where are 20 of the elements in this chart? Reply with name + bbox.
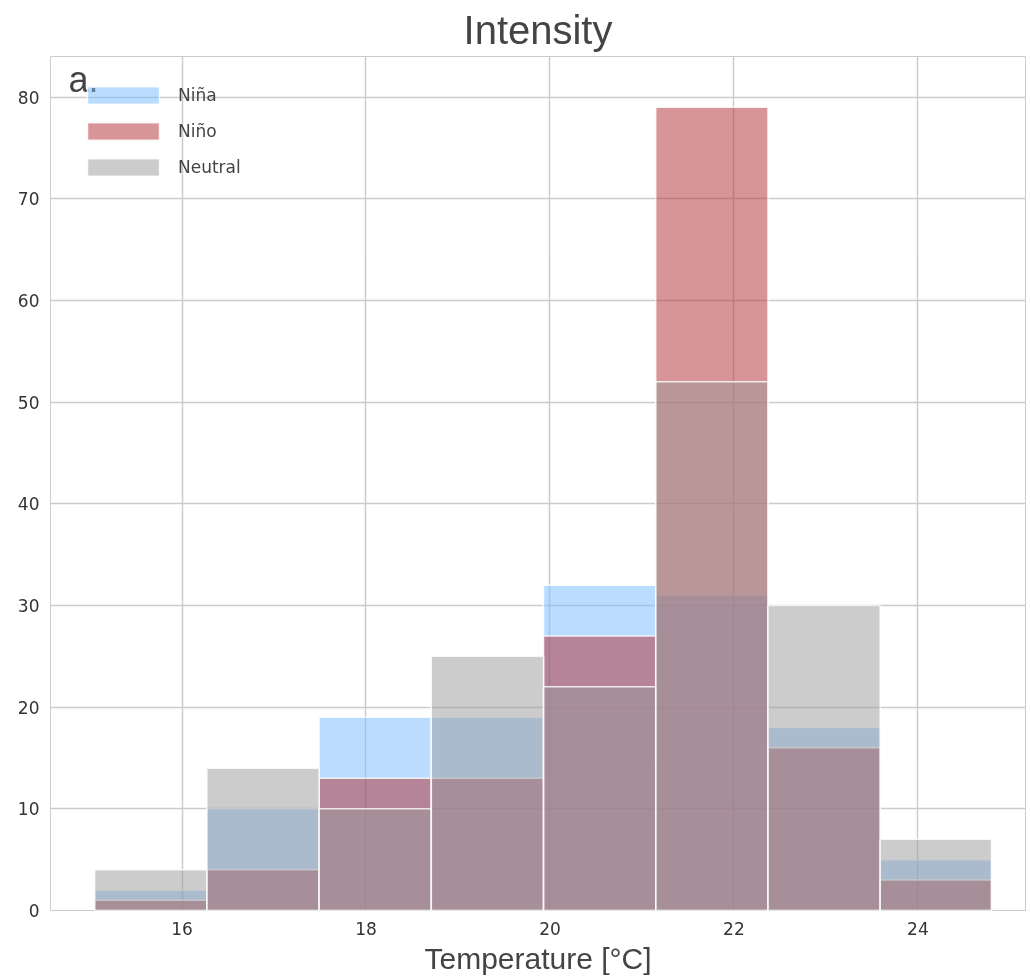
y-tick-label: 60: [17, 291, 40, 311]
x-tick-label: 18: [355, 918, 377, 939]
chart-title: Intensity: [463, 7, 613, 52]
y-tick-label: 10: [17, 799, 40, 820]
legend-label: Niño: [178, 121, 217, 141]
y-tick-label: 80: [17, 87, 40, 108]
y-tick-label: 40: [17, 494, 40, 515]
annotation: a.: [68, 58, 99, 100]
y-tick-label: 50: [17, 392, 40, 413]
x-tick-label: 22: [723, 918, 745, 939]
legend-label: Neutral: [178, 157, 241, 177]
x-axis-title: Temperature [°C]: [424, 941, 652, 975]
y-tick-label: 20: [17, 697, 40, 718]
y-tick-label: 70: [17, 189, 40, 210]
legend-label: Niña: [178, 85, 217, 105]
y-tick-label: 0: [28, 901, 40, 921]
y-tick-label: 30: [17, 596, 40, 616]
x-tick-label: 24: [907, 918, 929, 939]
x-tick-label: 16: [171, 918, 193, 939]
x-tick-label: 20: [539, 918, 561, 939]
